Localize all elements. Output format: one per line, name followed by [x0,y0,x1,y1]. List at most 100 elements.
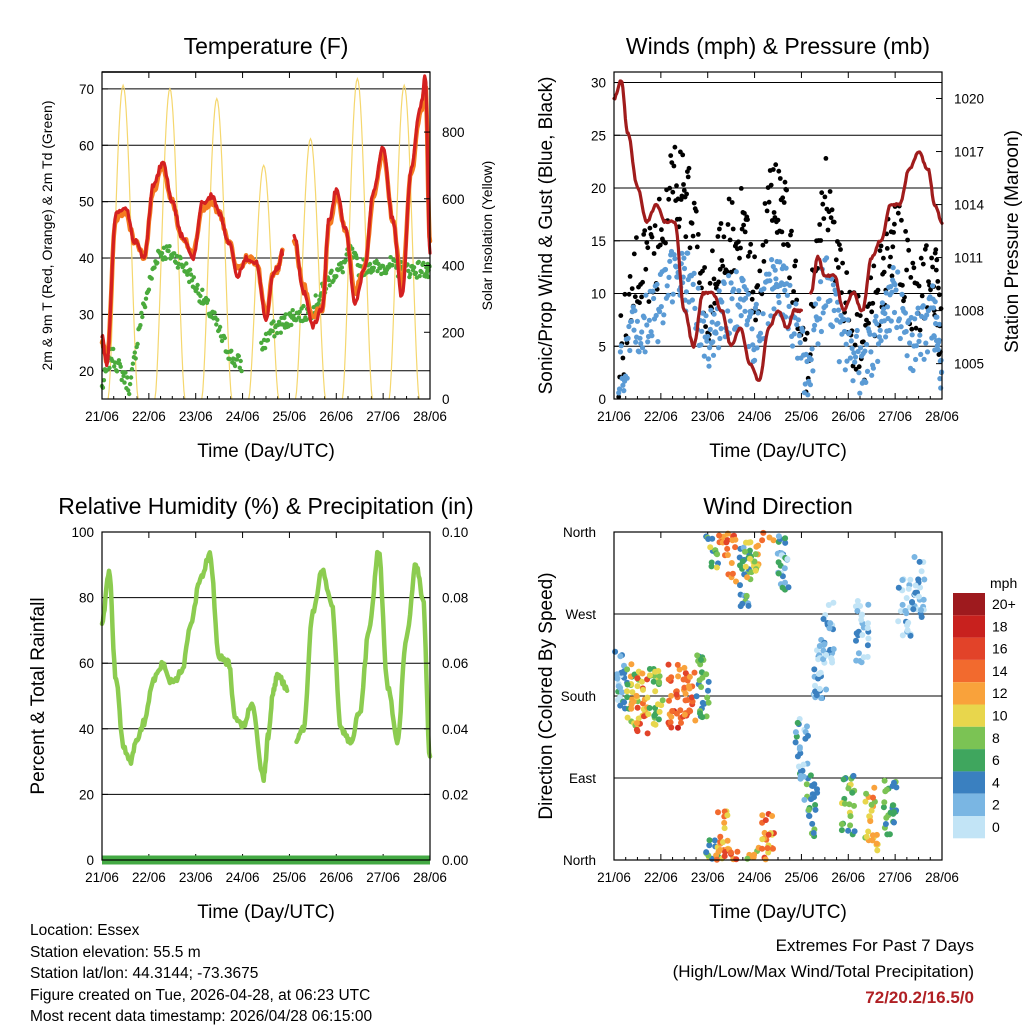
temperature-xtick-label: 21/06 [85,409,119,424]
dewpoint-point [232,363,238,369]
dewpoint-point [178,255,183,261]
direction-point [733,856,740,863]
wind-point [731,286,737,292]
wind-point [760,311,766,317]
gust-point [753,317,758,323]
direction-point [734,848,741,855]
wind-point [809,346,815,352]
dewpoint-point [140,314,145,320]
humidity-xtick-label: 23/06 [179,870,213,885]
dewpoint-point [270,328,275,334]
direction-point [793,733,800,740]
direction-point [918,614,925,620]
gust-point [881,269,887,275]
direction-point [883,814,890,821]
wind_direction-xtick-label: 21/06 [597,870,631,885]
direction-point [800,761,807,768]
wind-point [727,318,733,324]
direction-point [639,670,646,677]
humidity-xtick-label: 26/06 [319,870,353,885]
wind-point [791,331,797,337]
wind-point [888,284,894,290]
wind-point [717,335,723,342]
dewpoint-point [262,345,268,351]
direction-point [614,675,620,682]
dewpoint-point [130,361,136,366]
gust-point [694,244,700,250]
wind-point [832,287,838,293]
direction-point [698,656,704,663]
gust-point [825,227,831,233]
wind-point [830,282,837,288]
direction-point [652,688,659,695]
wind-point [729,296,735,302]
direction-point [724,837,731,844]
temperature-xtick-label: 27/06 [366,409,400,424]
wind-point [892,282,898,288]
humidity-panel: Relative Humidity (%) & Precipitation (i… [28,493,474,923]
dewpoint-point [119,377,124,383]
winds-xtick-label: 24/06 [738,409,772,424]
wind-direction-ytick-label: North [563,525,596,540]
wind_direction-xtick-label: 27/06 [878,870,912,885]
wind-point [645,339,651,345]
temperature-y2tick-label: 200 [442,325,465,340]
humidity-y2tick-label: 0.06 [442,656,468,671]
temperature-ytick-label: 50 [79,195,94,210]
gust-point [632,294,638,300]
gust-point [934,257,940,263]
gust-point [631,251,637,257]
dewpoint-point [133,356,138,361]
dewpoint-point [200,287,205,292]
wind-point [624,375,630,381]
temperature-xtick-label: 25/06 [273,409,307,424]
dewpoint-point [114,369,120,374]
wind-point [855,348,861,355]
wind-point [783,265,789,271]
wind-point [719,299,725,305]
dewpoint-point [118,364,123,369]
gust-point [937,292,942,298]
dewpoint-point [191,275,196,280]
wind-point [913,356,919,363]
wind-point [681,265,688,272]
winds-ylabel: Sonic/Prop Wind & Gust (Blue, Black) [536,77,557,395]
gust-point [895,210,901,216]
direction-point [707,544,714,551]
dewpoint-point [237,365,242,370]
dewpoint-point [101,378,107,383]
dewpoint-point [317,297,322,303]
wind-point [750,342,756,348]
direction-point [706,842,713,849]
dewpoint-point [167,244,172,249]
direction-point [868,807,875,814]
dewpoint-point [215,317,220,322]
dewpoint-point [421,260,426,266]
wind-point [649,333,655,339]
dewpoint-point [187,267,193,272]
direction-point [765,831,772,838]
direction-point [853,630,860,637]
dewpoint-point [278,330,283,335]
gust-point [681,188,687,193]
direction-point [728,849,734,856]
direction-point [704,694,711,701]
wind-point [893,287,899,293]
dewpoint-point [408,271,413,277]
gust-point [871,263,877,269]
temp-2m-line [100,160,284,368]
dewpoint-point [122,380,127,385]
gust-point [837,242,842,248]
wind-point [862,348,868,354]
gust-point [838,247,843,252]
wind-point [912,316,918,322]
wind-point [636,349,642,355]
colorbar-swatch [953,793,985,816]
dewpoint-point [265,338,271,343]
direction-point [904,627,911,634]
direction-point [847,822,854,829]
gust-point [786,243,791,249]
wind-point [632,308,638,314]
winds-ytick-label: 30 [591,76,606,91]
dewpoint-point [316,301,321,306]
